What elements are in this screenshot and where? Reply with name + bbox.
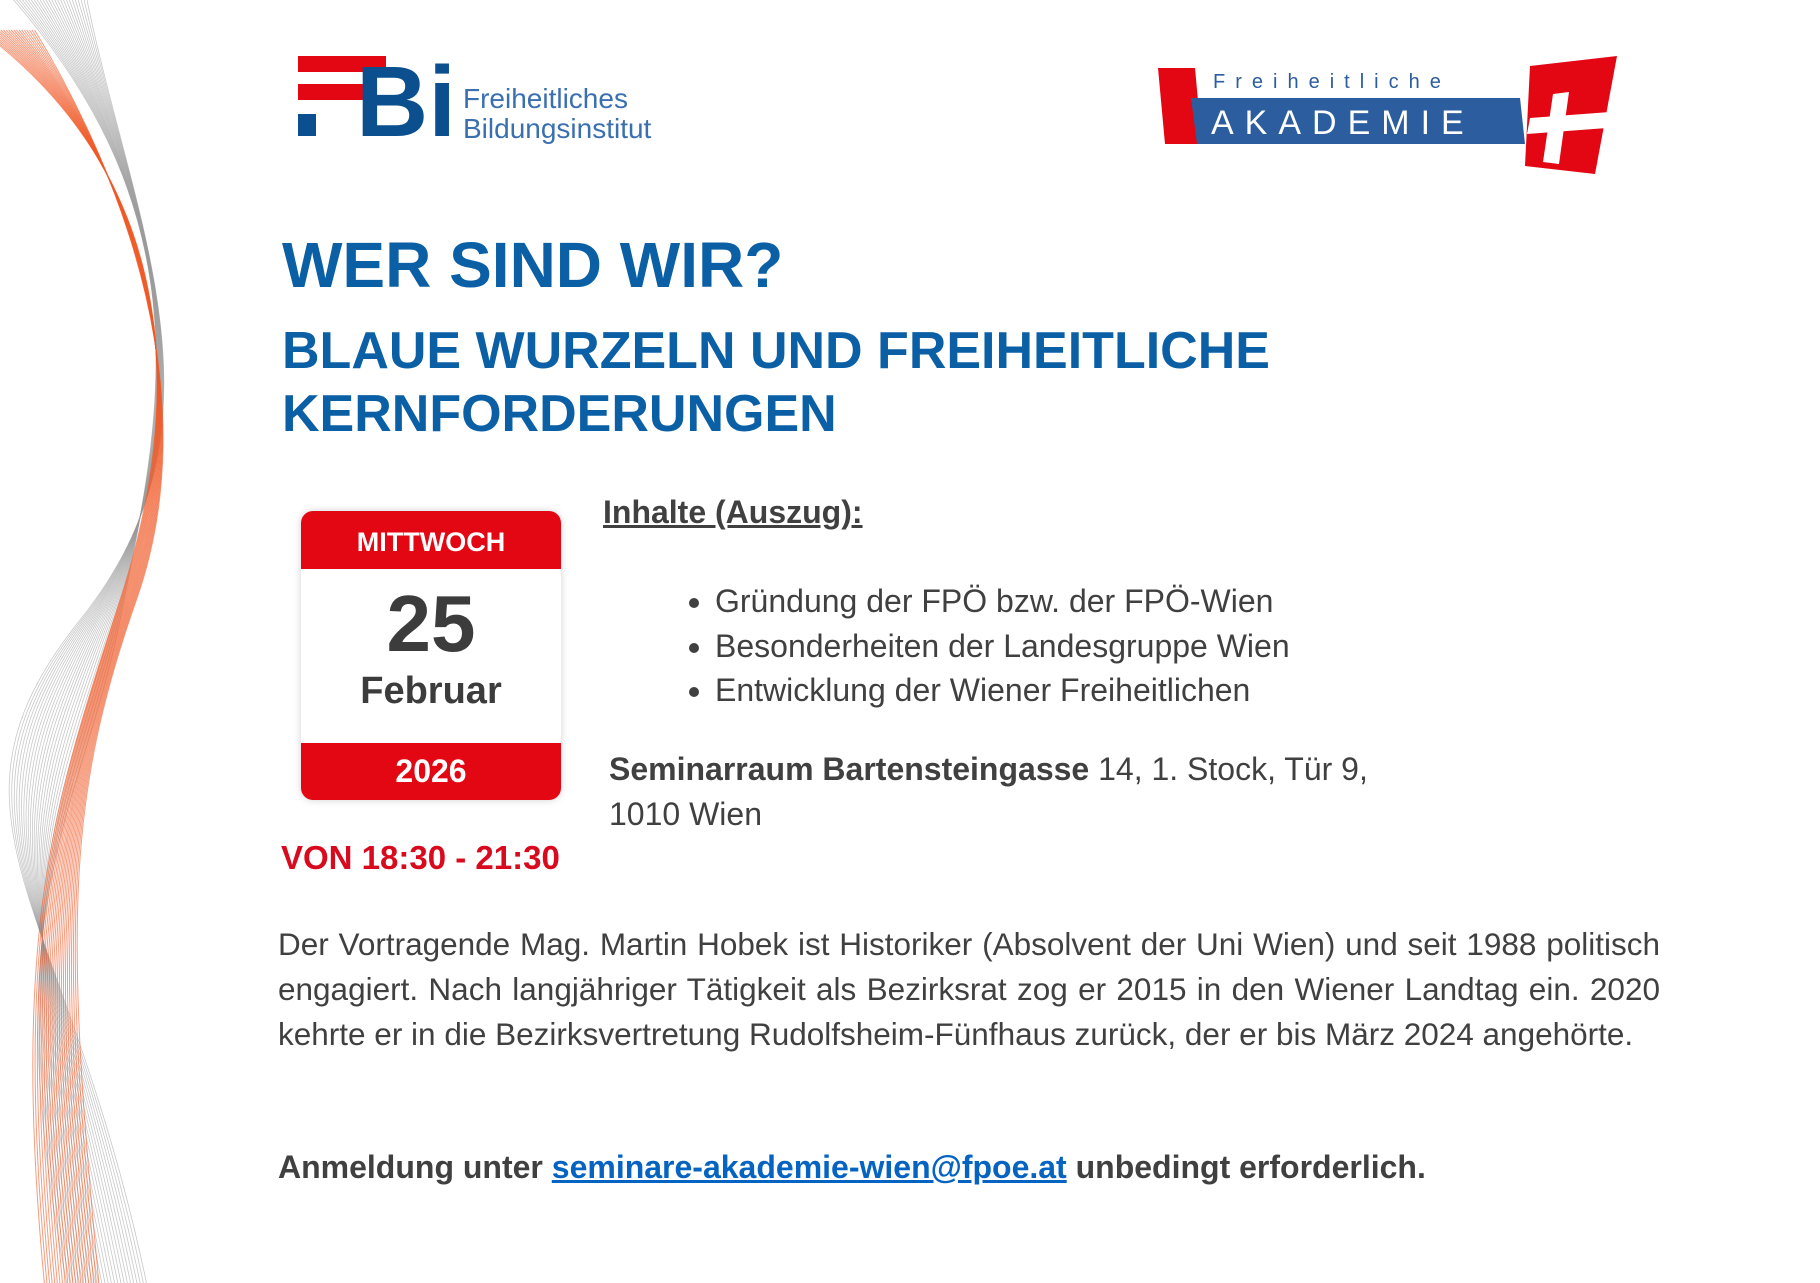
wave-line	[24, 0, 158, 1283]
calendar-day: 25	[386, 579, 476, 668]
wave-line	[34, 29, 164, 1283]
wave-line	[25, 0, 162, 1283]
contents-item: Entwicklung der Wiener Freiheitlichen	[715, 668, 1290, 713]
wave-line	[11, 0, 164, 1283]
calendar-year: 2026	[301, 743, 561, 800]
contents-item: Gründung der FPÖ bzw. der FPÖ-Wien	[715, 579, 1290, 624]
subtitle-line: BLAUE WURZELN UND FREIHEITLICHE	[282, 322, 1270, 380]
subtitle: BLAUE WURZELN UND FREIHEITLICHE KERNFORD…	[282, 320, 1270, 446]
calendar: MITTWOCH 25 Februar 2026	[301, 511, 561, 800]
fbi-line1: Freiheitliches	[463, 83, 628, 114]
wave-line	[8, 0, 165, 1283]
wave-line	[39, 0, 160, 1283]
calendar-weekday: MITTWOCH	[301, 511, 561, 569]
wave-line	[16, 0, 164, 1283]
registration-prefix: Anmeldung unter	[278, 1149, 543, 1185]
akademie-top: Freiheitliche	[1213, 71, 1451, 93]
location-bold: Seminarraum Bartensteingasse	[609, 751, 1090, 787]
wave-line	[39, 0, 160, 1283]
time: VON 18:30 - 21:30	[281, 839, 560, 876]
fbi-logo-caption: Freiheitliches Bildungsinstitut	[463, 84, 651, 144]
email-link[interactable]: seminare-akademie-wien@fpoe.at	[551, 1149, 1067, 1185]
contents-list: Gründung der FPÖ bzw. der FPÖ-WienBesond…	[665, 579, 1290, 713]
fbi-logo-text: Bi	[356, 54, 456, 144]
wave-line	[0, 29, 160, 1283]
location-line2: 1010 Wien	[609, 795, 762, 832]
contents-heading: Inhalte (Auszug):	[603, 494, 863, 530]
fbi-logo-mark: Bi	[298, 54, 456, 144]
decorative-wave	[0, 0, 165, 1283]
wave-line	[21, 0, 158, 1283]
speaker-text: Der Vortragende Mag. Martin Hobek ist Hi…	[278, 926, 1660, 1052]
akademie-logo: Freiheitliche AKADEMIE	[1158, 56, 1617, 174]
location-line: Seminarraum Bartensteingasse 14, 1. Stoc…	[609, 747, 1368, 792]
wave-line	[27, 0, 158, 1283]
akademie-main: AKADEMIE	[1211, 104, 1475, 142]
registration: Anmeldung unter seminare-akademie-wien@f…	[278, 1149, 1426, 1186]
title: WER SIND WIR?	[282, 229, 784, 301]
fbi-line2: Bildungsinstitut	[463, 113, 652, 144]
calendar-month: Februar	[360, 670, 502, 712]
location: Seminarraum Bartensteingasse 14, 1. Stoc…	[609, 747, 1368, 836]
contents-item: Besonderheiten der Landesgruppe Wien	[715, 624, 1290, 669]
subtitle-line: KERNFORDERUNGEN	[282, 385, 837, 443]
registration-suffix: unbedingt erforderlich.	[1075, 1149, 1426, 1185]
location-rest: 14, 1. Stock, Tür 9,	[1098, 751, 1368, 787]
